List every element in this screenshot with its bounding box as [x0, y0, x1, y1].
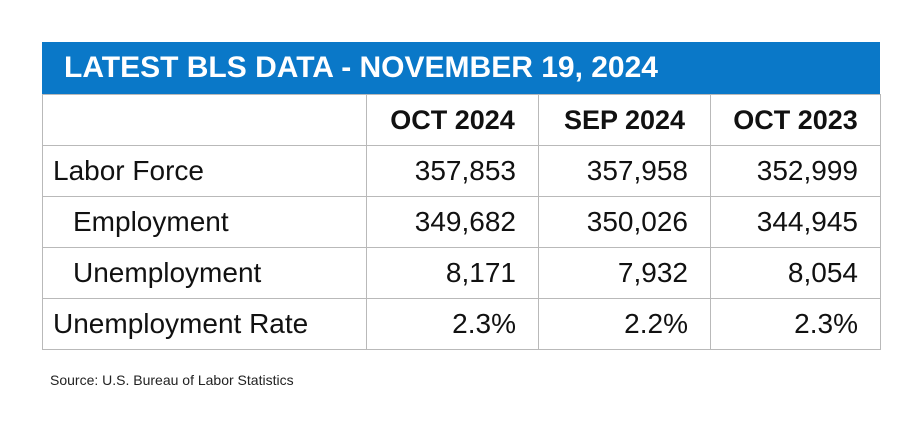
- column-header-row: OCT 2024 SEP 2024 OCT 2023: [42, 94, 881, 146]
- table-cell: 357,853: [366, 145, 539, 197]
- row-label: Unemployment Rate: [42, 298, 367, 350]
- table-cell: 8,171: [366, 247, 539, 299]
- table-row-unemployment-rate: Unemployment Rate 2.3% 2.2% 2.3%: [42, 298, 881, 350]
- row-label: Unemployment: [42, 247, 367, 299]
- table-cell: 357,958: [538, 145, 711, 197]
- table-cell: 2.2%: [538, 298, 711, 350]
- data-grid: OCT 2024 SEP 2024 OCT 2023 Labor Force 3…: [42, 94, 881, 350]
- column-header-sep-2024: SEP 2024: [538, 94, 711, 146]
- row-label: Labor Force: [42, 145, 367, 197]
- table-cell: 349,682: [366, 196, 539, 248]
- row-label: Employment: [42, 196, 367, 248]
- table-cell: 8,054: [710, 247, 881, 299]
- table-cell: 350,026: [538, 196, 711, 248]
- table-cell: 344,945: [710, 196, 881, 248]
- table-cell: 2.3%: [710, 298, 881, 350]
- column-header-oct-2023: OCT 2023: [710, 94, 881, 146]
- table-row-employment: Employment 349,682 350,026 344,945: [42, 196, 881, 248]
- table-cell: 2.3%: [366, 298, 539, 350]
- table-cell: 7,932: [538, 247, 711, 299]
- column-header-empty: [42, 94, 367, 146]
- column-header-oct-2024: OCT 2024: [366, 94, 539, 146]
- table-row-unemployment: Unemployment 8,171 7,932 8,054: [42, 247, 881, 299]
- table-row-labor-force: Labor Force 357,853 357,958 352,999: [42, 145, 881, 197]
- bls-data-table: LATEST BLS DATA - NOVEMBER 19, 2024 OCT …: [42, 42, 881, 350]
- table-cell: 352,999: [710, 145, 881, 197]
- table-title: LATEST BLS DATA - NOVEMBER 19, 2024: [42, 42, 880, 94]
- source-note: Source: U.S. Bureau of Labor Statistics: [50, 372, 294, 388]
